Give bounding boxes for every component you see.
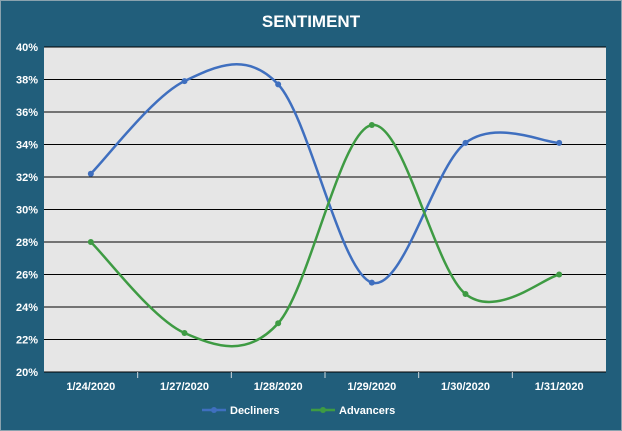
y-tick-label: 38% xyxy=(16,75,38,87)
decliners-point xyxy=(556,139,563,146)
legend-label: Decliners xyxy=(230,405,280,417)
x-tick-label: 1/29/2020 xyxy=(347,381,396,393)
advancers-point xyxy=(87,239,94,245)
y-tick-label: 24% xyxy=(16,302,38,314)
y-tick-label: 36% xyxy=(16,107,38,119)
series-advancers xyxy=(87,122,563,348)
advancers-point xyxy=(556,271,563,278)
series-decliners xyxy=(87,63,563,286)
y-tick-label: 34% xyxy=(16,140,38,152)
x-tick-label: 1/28/2020 xyxy=(254,381,303,393)
chart-title: SENTIMENT xyxy=(262,12,361,31)
x-tick-label: 1/30/2020 xyxy=(441,381,490,393)
y-tick-label: 28% xyxy=(16,237,38,249)
decliners-point xyxy=(368,279,375,286)
legend-swatch-marker xyxy=(320,407,326,413)
advancers-point xyxy=(275,320,282,327)
x-axis-ticks: 1/24/2020 1/27/2020 1/28/2020 1/29/2020 1/30… xyxy=(66,372,584,393)
x-tick-label: 1/27/2020 xyxy=(160,381,209,393)
legend: Decliners Advancers xyxy=(202,405,395,417)
x-tick-label: 1/24/2020 xyxy=(66,381,115,393)
y-tick-label: 30% xyxy=(16,205,38,217)
y-axis-ticks: 20% 22% 24% 26% 28% 30% 32% 34% 36% 38% 40% xyxy=(16,42,38,379)
y-tick-label: 32% xyxy=(16,172,38,184)
y-tick-label: 40% xyxy=(16,42,38,54)
decliners-point xyxy=(462,139,469,146)
decliners-point xyxy=(181,78,188,85)
advancers-point xyxy=(368,122,375,128)
advancers-point xyxy=(181,330,188,336)
legend-item-advancers: Advancers xyxy=(311,405,395,417)
decliners-point xyxy=(87,170,94,177)
legend-label: Advancers xyxy=(339,405,395,417)
advancers-point xyxy=(462,291,469,297)
y-tick-label: 26% xyxy=(16,270,38,282)
y-tick-label: 22% xyxy=(16,335,38,347)
y-tick-label: 20% xyxy=(16,367,38,379)
legend-item-decliners: Decliners xyxy=(202,405,280,417)
legend-swatch-marker xyxy=(211,407,217,413)
decliners-point xyxy=(275,81,282,88)
x-tick-label: 1/31/2020 xyxy=(535,381,584,393)
series-lines xyxy=(87,63,563,348)
